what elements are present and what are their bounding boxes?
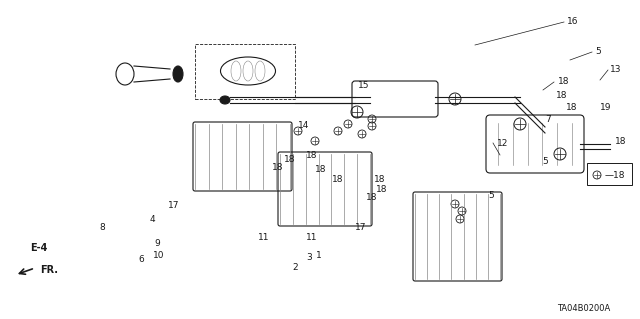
Text: 18: 18 [315,165,326,174]
Ellipse shape [220,96,230,104]
Ellipse shape [173,66,183,82]
Text: —18: —18 [605,170,625,180]
Text: 18: 18 [332,175,344,184]
Text: 2: 2 [292,263,298,272]
Text: 19: 19 [600,103,611,113]
Text: 18: 18 [558,78,570,86]
FancyBboxPatch shape [352,81,438,117]
Text: 18: 18 [615,137,627,146]
Text: 6: 6 [138,256,144,264]
Text: 13: 13 [610,65,621,75]
Text: 9: 9 [154,239,160,248]
Text: E-4: E-4 [30,243,47,253]
Text: 18: 18 [366,194,378,203]
Text: 18: 18 [374,175,385,184]
Text: 4: 4 [150,216,156,225]
Text: 16: 16 [567,18,579,26]
Text: 18: 18 [376,186,387,195]
Text: 10: 10 [153,250,164,259]
Text: 8: 8 [99,224,105,233]
Text: 18: 18 [566,103,577,113]
Text: 3: 3 [306,254,312,263]
Text: 12: 12 [497,138,508,147]
Text: 11: 11 [306,234,317,242]
Text: FR.: FR. [40,265,58,275]
Text: 17: 17 [355,224,367,233]
Text: 5: 5 [542,158,548,167]
FancyBboxPatch shape [486,115,584,173]
Bar [195,44,295,99]
Text: 7: 7 [545,115,551,124]
Text: 18: 18 [272,164,284,173]
Text: 18: 18 [306,151,317,160]
Bar [587,163,632,185]
Text: 18: 18 [284,154,296,164]
Text: 14: 14 [298,121,309,130]
Text: 11: 11 [258,233,269,241]
Text: 1: 1 [316,250,322,259]
Text: 5: 5 [488,190,493,199]
Text: 5: 5 [595,48,601,56]
Text: 15: 15 [358,80,369,90]
Text: 17: 17 [168,201,179,210]
Text: 18: 18 [556,92,568,100]
Text: TA04B0200A: TA04B0200A [557,304,610,313]
